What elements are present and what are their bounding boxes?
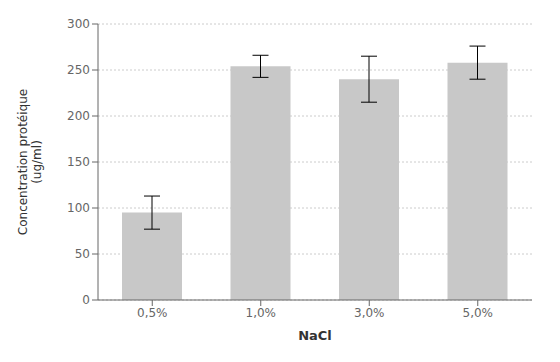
svg-text:0,5%: 0,5% bbox=[137, 306, 168, 320]
svg-text:3,0%: 3,0% bbox=[354, 306, 385, 320]
svg-text:NaCl: NaCl bbox=[298, 328, 332, 343]
svg-text:1,0%: 1,0% bbox=[246, 306, 277, 320]
svg-text:200: 200 bbox=[67, 109, 90, 123]
svg-text:300: 300 bbox=[67, 17, 90, 31]
svg-text:5,0%: 5,0% bbox=[463, 306, 494, 320]
svg-text:0: 0 bbox=[82, 293, 90, 307]
svg-text:150: 150 bbox=[67, 155, 90, 169]
svg-text:Concentration protéique(ug/ml): Concentration protéique(ug/ml) bbox=[16, 89, 44, 235]
svg-text:250: 250 bbox=[67, 63, 90, 77]
svg-text:100: 100 bbox=[67, 201, 90, 215]
svg-text:50: 50 bbox=[75, 247, 90, 261]
